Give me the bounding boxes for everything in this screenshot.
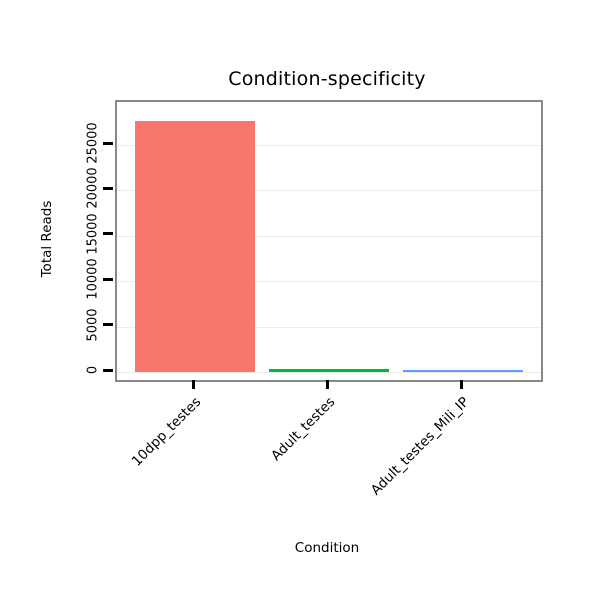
bar xyxy=(269,368,389,372)
gridline xyxy=(117,326,541,328)
plot-panel xyxy=(115,100,543,382)
x-category-label: Adult_testes xyxy=(268,394,339,465)
y-tick-label: 10000 xyxy=(85,258,101,300)
bar xyxy=(135,121,255,372)
y-tick-label: 20000 xyxy=(85,167,101,210)
y-tick-label: 15000 xyxy=(85,213,101,255)
gridline xyxy=(117,372,541,373)
y-tick-label: 5000 xyxy=(85,308,101,342)
gridline xyxy=(117,235,541,237)
gridline xyxy=(117,190,541,192)
gridline xyxy=(117,145,541,146)
y-tick xyxy=(103,232,113,236)
chart-title: Condition-specificity xyxy=(228,68,426,90)
y-tick xyxy=(103,186,113,190)
x-category-label: 10dpp_testes xyxy=(128,394,205,470)
y-tick-label: 25000 xyxy=(85,122,101,164)
y-tick xyxy=(103,368,113,372)
x-tick xyxy=(459,380,463,389)
y-tick-label: 0 xyxy=(85,365,101,375)
x-axis-label: Condition xyxy=(294,540,360,556)
y-tick xyxy=(103,141,113,145)
x-category-label: Adult_testes_Mili_IP xyxy=(367,394,473,499)
gridline xyxy=(117,281,541,283)
y-tick xyxy=(103,323,113,327)
x-tick xyxy=(325,380,329,389)
x-tick xyxy=(191,380,195,389)
bar xyxy=(403,369,523,372)
y-axis-label: Total Reads xyxy=(39,200,55,278)
y-tick xyxy=(103,277,113,281)
